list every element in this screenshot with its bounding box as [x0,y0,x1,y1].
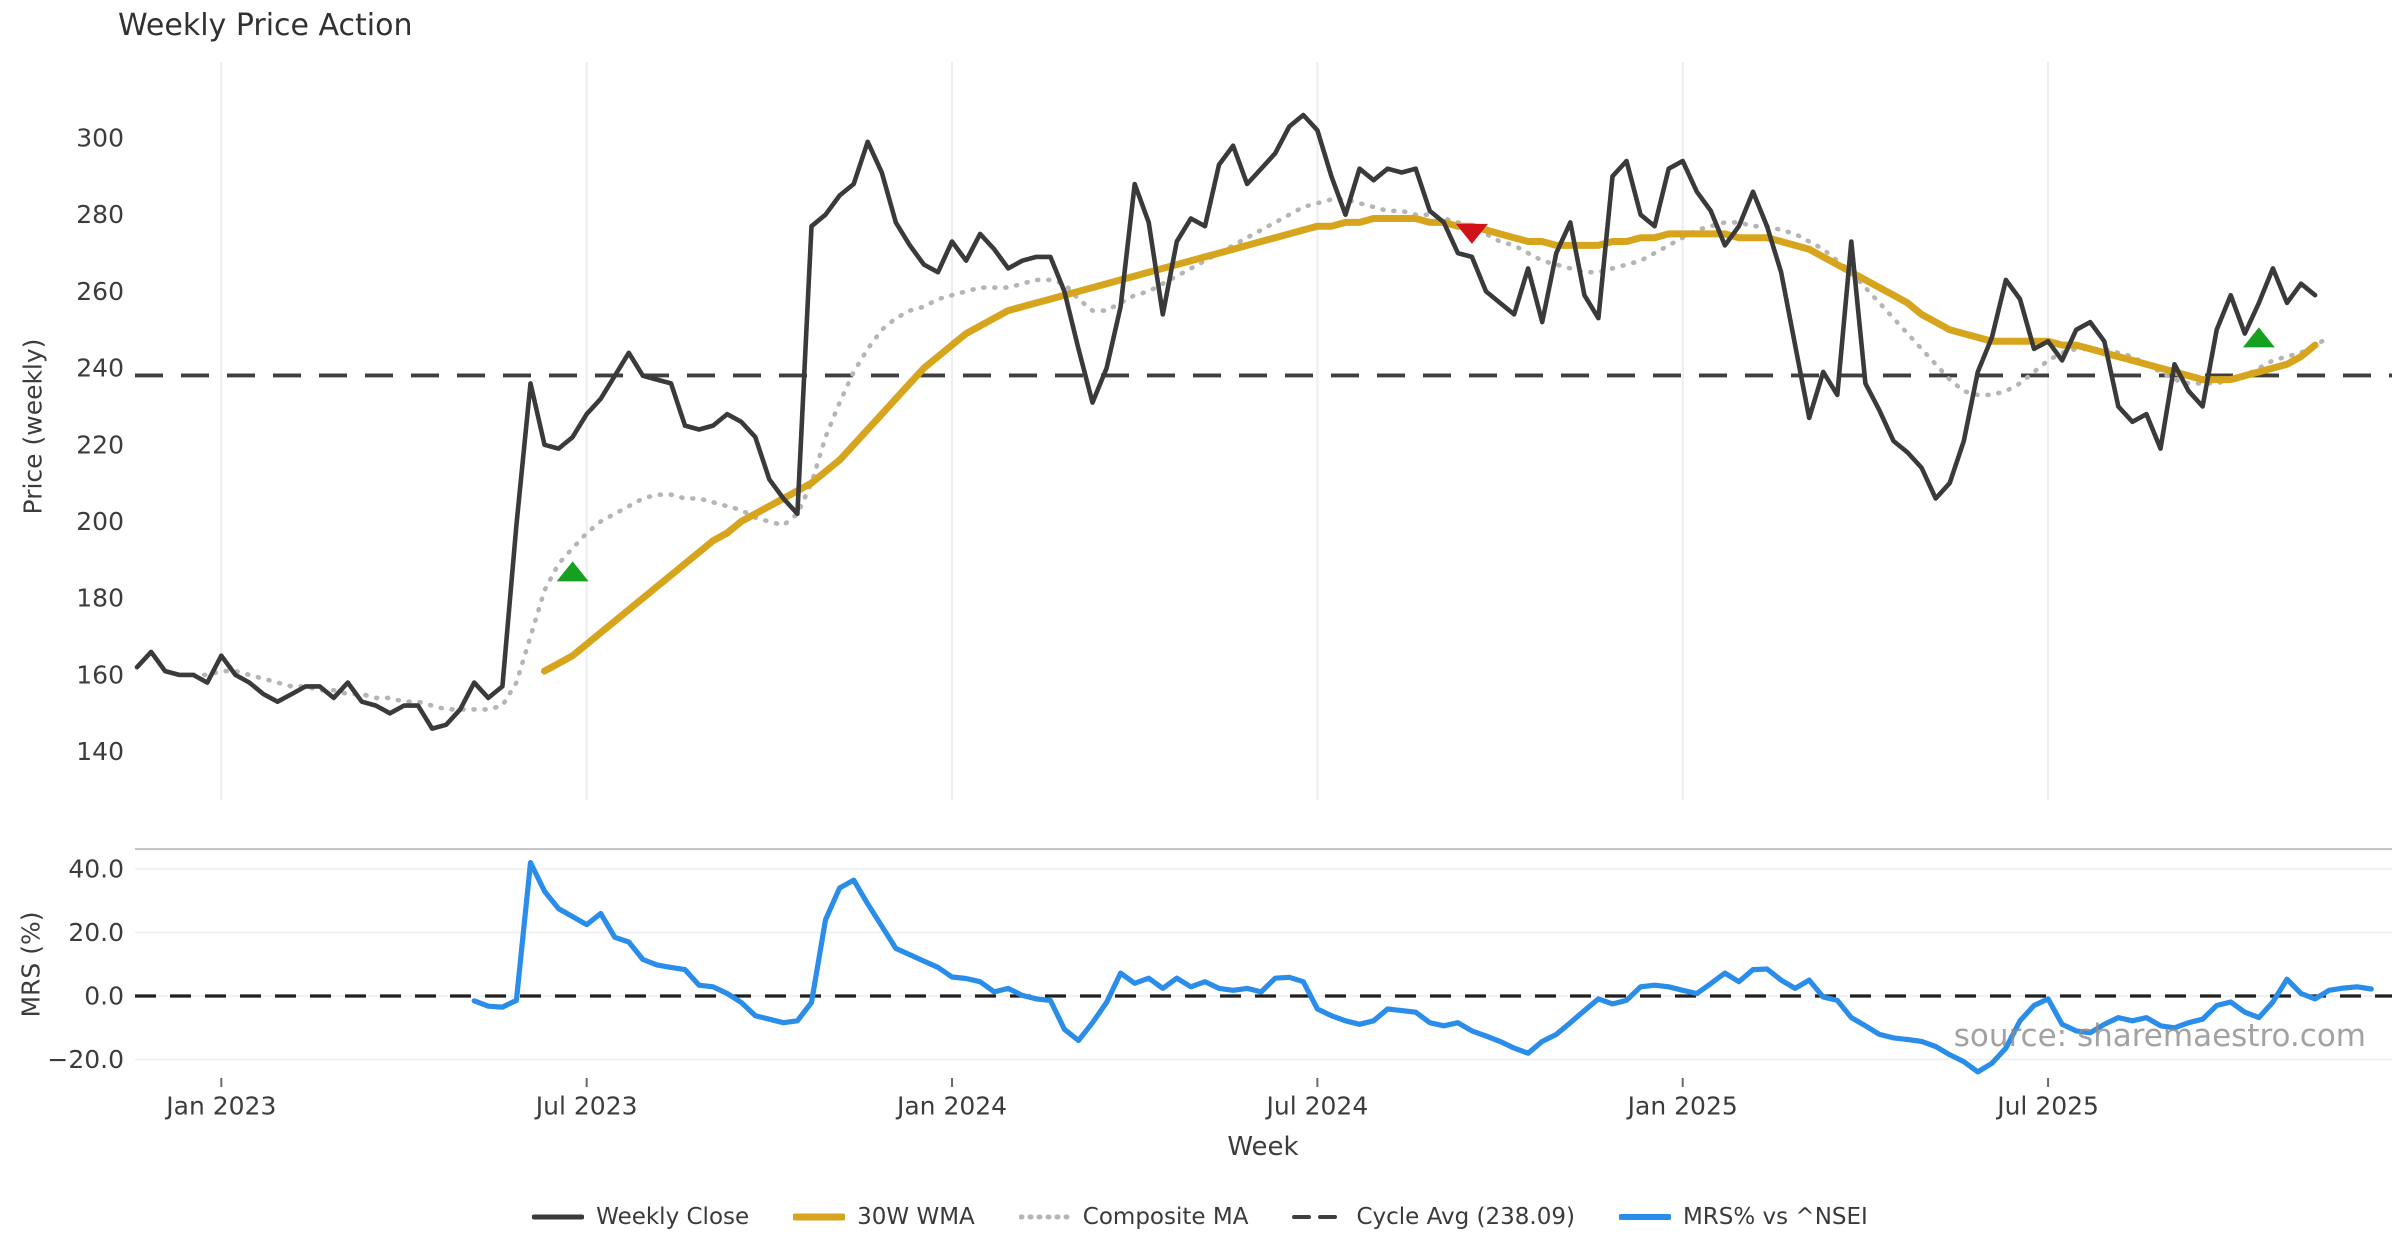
price-tick-label-7: 160 [76,660,124,689]
mrs-tick-label-2: 0.0 [84,982,124,1011]
sell-signal-marker-1 [1455,223,1488,244]
legend-swatch-4 [1618,1214,1671,1220]
mrs-tick-label-3: −20.0 [47,1045,124,1074]
legend-item-composite-ma[interactable]: Composite MA [1018,1204,1249,1230]
mrs-line [471,859,2374,1075]
x-tick-label-1: Jul 2023 [534,1092,638,1121]
price-axis-title: Price (weekly) [18,338,48,515]
legend-item-30w-wma[interactable]: 30W WMA [793,1204,975,1230]
legend-item-weekly-close[interactable]: Weekly Close [532,1204,749,1230]
price-tick-label-3: 240 [76,354,124,383]
mrs-axis-title: MRS (%) [16,911,46,1018]
legend-item-cycle-avg-238-09-[interactable]: Cycle Avg (238.09) [1292,1204,1575,1230]
mrs-tick-label-0: 40.0 [68,855,124,884]
buy-signal-marker-0 [556,561,589,582]
x-tick-label-0: Jan 2023 [164,1092,276,1121]
legend-swatch-3 [1292,1215,1345,1219]
weekly-close-line [134,112,2318,731]
legend-label-4: MRS% vs ^NSEI [1682,1204,1868,1230]
x-tick-label-3: Jul 2024 [1265,1092,1369,1121]
composite-ma-line [190,197,2332,712]
x-tick-label-5: Jul 2025 [1995,1092,2099,1121]
price-tick-label-2: 260 [76,277,124,306]
legend-label-0: Weekly Close [596,1204,750,1230]
x-axis-title: Week [1227,1132,1299,1162]
legend-swatch-2 [1018,1214,1071,1220]
chart-legend: Weekly Close 30W WMA Composite MA Cycle Avg… [0,1204,2400,1230]
chart-title: Weekly Price Action [118,8,413,43]
buy-signal-marker-2 [2242,327,2275,348]
x-tick-label-2: Jan 2024 [895,1092,1007,1121]
legend-label-3: Cycle Avg (238.09) [1356,1204,1575,1230]
legend-swatch-1 [793,1213,846,1221]
price-tick-label-4: 220 [76,430,124,459]
wma-line [541,215,2319,675]
price-tick-label-6: 180 [76,584,124,613]
x-tick-label-4: Jan 2025 [1626,1092,1738,1121]
legend-label-2: Composite MA [1082,1204,1249,1230]
source-watermark: source: sharemaestro.com [1953,1018,2366,1054]
price-tick-label-8: 140 [76,737,124,766]
legend-label-1: 30W WMA [857,1204,975,1230]
price-tick-label-5: 200 [76,507,124,536]
price-tick-label-1: 280 [76,200,124,229]
mrs-tick-label-1: 20.0 [68,918,124,947]
legend-item-mrs-vs-nsei[interactable]: MRS% vs ^NSEI [1618,1204,1868,1230]
legend-swatch-0 [532,1214,585,1220]
price-tick-label-0: 300 [76,124,124,153]
